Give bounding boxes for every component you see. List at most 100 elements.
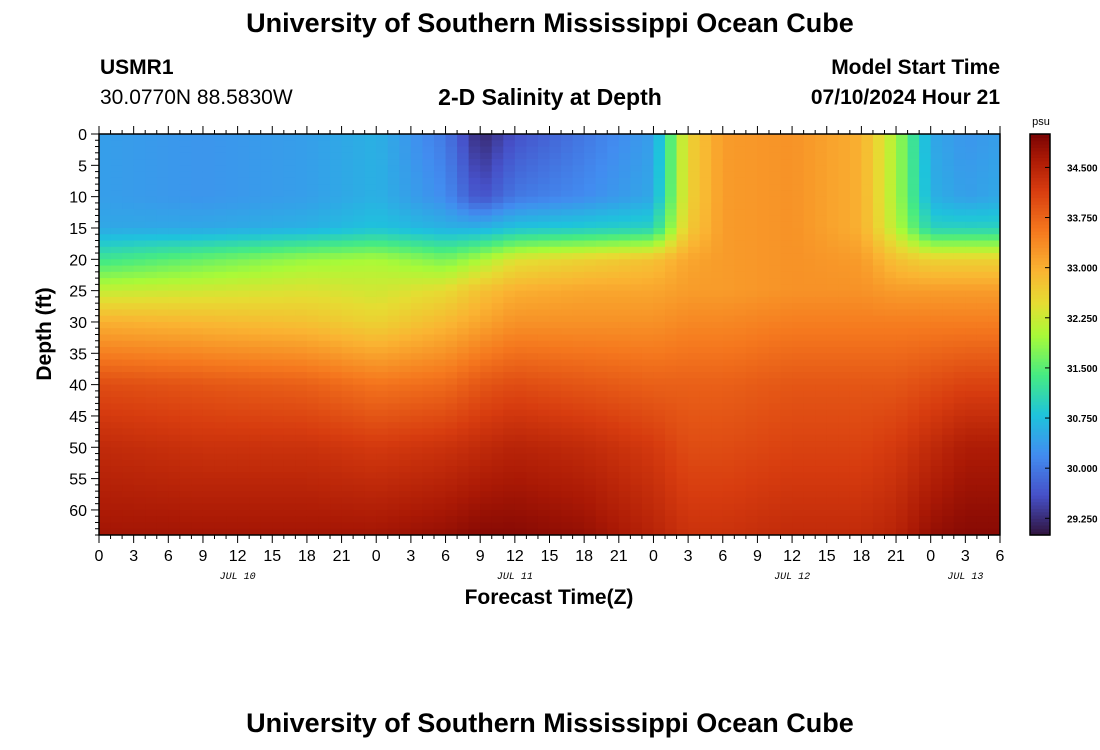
heatmap-cell bbox=[306, 202, 320, 210]
heatmap-cell bbox=[272, 497, 285, 505]
heatmap-cell bbox=[133, 140, 146, 148]
heatmap-cell bbox=[364, 384, 377, 392]
heatmap-cell bbox=[861, 434, 874, 442]
heatmap-cell bbox=[202, 359, 216, 367]
heatmap-cell bbox=[988, 441, 1000, 448]
heatmap-cell bbox=[330, 528, 343, 535]
heatmap-cell bbox=[722, 146, 735, 154]
heatmap-cell bbox=[665, 359, 678, 367]
heatmap-cell bbox=[953, 340, 966, 348]
heatmap-cell bbox=[537, 428, 551, 436]
heatmap-cell bbox=[965, 428, 978, 436]
heatmap-cell bbox=[849, 415, 862, 423]
heatmap-cell bbox=[353, 415, 366, 423]
heatmap-cell bbox=[526, 415, 539, 423]
heatmap-cell bbox=[803, 227, 816, 235]
heatmap-cell bbox=[572, 303, 585, 311]
heatmap-cell bbox=[861, 422, 874, 430]
heatmap-cell bbox=[630, 497, 643, 505]
heatmap-cell bbox=[295, 290, 308, 298]
heatmap-cell bbox=[433, 528, 447, 535]
heatmap-cell bbox=[757, 265, 770, 273]
heatmap-cell bbox=[457, 409, 470, 417]
heatmap-cell bbox=[156, 152, 169, 160]
heatmap-cell bbox=[514, 284, 527, 292]
heatmap-cell bbox=[849, 240, 862, 248]
heatmap-cell bbox=[849, 491, 862, 499]
heatmap-cell bbox=[214, 384, 227, 392]
heatmap-cell bbox=[549, 359, 562, 367]
heatmap-cell bbox=[815, 459, 828, 467]
heatmap-cell bbox=[815, 434, 828, 442]
heatmap-cell bbox=[711, 184, 724, 191]
heatmap-cell bbox=[168, 190, 181, 198]
heatmap-cell bbox=[283, 484, 296, 492]
heatmap-cell bbox=[433, 372, 447, 379]
heatmap-cell bbox=[410, 484, 424, 492]
heatmap-cell bbox=[237, 234, 250, 242]
heatmap-cell bbox=[676, 428, 689, 436]
heatmap-cell bbox=[364, 340, 377, 348]
heatmap-cell bbox=[376, 415, 389, 423]
heatmap-cell bbox=[907, 315, 920, 323]
heatmap-cell bbox=[341, 227, 354, 235]
heatmap-cell bbox=[526, 359, 539, 367]
heatmap-cell bbox=[953, 259, 966, 267]
heatmap-cell bbox=[156, 484, 169, 492]
heatmap-cell bbox=[976, 253, 990, 260]
heatmap-cell bbox=[168, 516, 181, 524]
heatmap-cell bbox=[572, 315, 585, 323]
heatmap-cell bbox=[179, 246, 193, 254]
heatmap-cell bbox=[607, 415, 620, 423]
heatmap-cell bbox=[318, 165, 331, 173]
heatmap-cell bbox=[665, 271, 678, 279]
heatmap-cell bbox=[907, 171, 920, 179]
heatmap-cell bbox=[433, 165, 447, 173]
heatmap-cell bbox=[387, 177, 400, 185]
heatmap-cell bbox=[872, 303, 886, 311]
heatmap-cell bbox=[711, 528, 724, 535]
heatmap-cell bbox=[722, 415, 735, 423]
heatmap-cell bbox=[653, 347, 666, 354]
heatmap-cell bbox=[145, 177, 158, 185]
heatmap-cell bbox=[306, 271, 320, 279]
heatmap-cell bbox=[792, 271, 805, 279]
heatmap-cell bbox=[422, 409, 435, 417]
heatmap-cell bbox=[214, 202, 227, 210]
heatmap-cell bbox=[330, 522, 343, 530]
heatmap-cell bbox=[410, 140, 424, 148]
heatmap-cell bbox=[318, 246, 331, 254]
heatmap-cell bbox=[872, 284, 886, 292]
heatmap-cell bbox=[907, 190, 920, 198]
heatmap-cell bbox=[745, 165, 759, 173]
heatmap-cell bbox=[919, 478, 932, 486]
heatmap-cell bbox=[884, 202, 897, 210]
heatmap-cell bbox=[376, 491, 389, 499]
heatmap-cell bbox=[353, 403, 366, 411]
heatmap-cell bbox=[976, 278, 990, 285]
heatmap-cell bbox=[283, 177, 296, 185]
heatmap-cell bbox=[445, 447, 458, 455]
heatmap-cell bbox=[549, 246, 562, 254]
heatmap-cell bbox=[272, 503, 285, 511]
heatmap-cell bbox=[272, 246, 285, 254]
heatmap-cell bbox=[734, 384, 747, 392]
heatmap-cell bbox=[156, 365, 169, 373]
heatmap-cell bbox=[665, 528, 678, 535]
heatmap-cell bbox=[838, 284, 851, 292]
heatmap-cell bbox=[387, 259, 400, 267]
heatmap-cell bbox=[734, 227, 747, 235]
heatmap-cell bbox=[491, 491, 504, 499]
heatmap-cell bbox=[757, 209, 770, 217]
heatmap-cell bbox=[942, 209, 955, 217]
heatmap-cell bbox=[849, 409, 862, 417]
heatmap-cell bbox=[249, 140, 262, 148]
heatmap-cell bbox=[156, 453, 169, 461]
heatmap-cell bbox=[722, 303, 735, 311]
heatmap-cell bbox=[872, 516, 886, 524]
heatmap-cell bbox=[99, 478, 112, 486]
heatmap-cell bbox=[202, 409, 216, 417]
heatmap-cell bbox=[99, 415, 112, 423]
heatmap-cell bbox=[283, 165, 296, 173]
heatmap-cell bbox=[745, 428, 759, 436]
